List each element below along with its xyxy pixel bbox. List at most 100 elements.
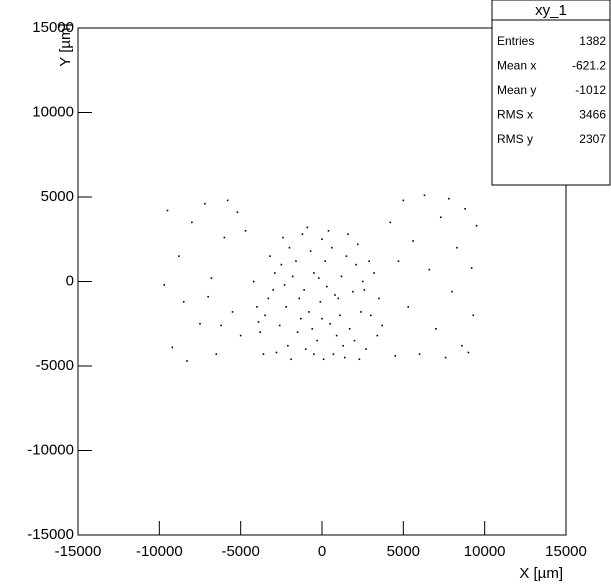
point <box>313 353 315 355</box>
stats-label: RMS x <box>497 108 533 122</box>
y-axis-label: Y [µm] <box>57 23 74 66</box>
point <box>191 221 193 224</box>
point <box>220 324 222 327</box>
point <box>252 280 255 283</box>
point <box>407 306 410 308</box>
point <box>186 360 188 362</box>
point <box>467 351 470 354</box>
point <box>327 230 330 232</box>
point <box>306 226 309 229</box>
y-tick-label: 10000 <box>32 103 74 120</box>
point <box>283 284 286 286</box>
point <box>358 358 361 361</box>
point <box>451 290 453 293</box>
point <box>397 260 400 263</box>
point <box>340 275 343 278</box>
point <box>163 284 166 286</box>
point <box>275 351 278 354</box>
point <box>207 295 209 298</box>
point <box>356 243 359 246</box>
point <box>363 289 366 291</box>
point <box>444 356 447 359</box>
x-tick-label: 0 <box>318 543 326 560</box>
point <box>178 255 180 257</box>
point <box>239 334 242 337</box>
y-tick-label: -10000 <box>27 441 74 458</box>
y-tick-label: -5000 <box>36 357 74 374</box>
point <box>412 240 414 242</box>
x-tick-label: 10000 <box>464 543 506 560</box>
point <box>311 328 314 330</box>
point <box>335 334 338 337</box>
x-tick-label: 15000 <box>545 543 587 560</box>
x-tick-label: -10000 <box>136 543 183 560</box>
x-tick-label: -15000 <box>55 543 102 560</box>
point <box>448 197 450 200</box>
stats-label: RMS y <box>497 132 533 146</box>
point <box>394 355 396 357</box>
stats-label: Mean x <box>497 59 536 73</box>
point <box>353 339 356 342</box>
point <box>321 238 323 241</box>
point <box>337 297 340 300</box>
point <box>355 263 357 266</box>
point <box>402 199 405 202</box>
y-tick-label: 15000 <box>32 19 74 36</box>
point <box>373 272 375 274</box>
point <box>368 260 370 263</box>
point <box>324 260 327 263</box>
point <box>182 300 185 303</box>
point <box>269 255 271 257</box>
point <box>272 289 274 291</box>
point <box>290 358 292 361</box>
point <box>321 317 323 320</box>
point <box>300 317 302 320</box>
stats-value: 2307 <box>579 132 606 146</box>
x-axis-label: X [µm] <box>519 565 563 582</box>
point <box>309 250 312 252</box>
point <box>334 294 336 296</box>
point <box>256 306 258 308</box>
point <box>475 224 478 227</box>
point <box>370 314 372 317</box>
point <box>291 275 294 278</box>
point <box>343 356 346 359</box>
point <box>461 344 463 347</box>
point <box>347 233 349 235</box>
point <box>316 339 318 342</box>
point <box>259 331 261 333</box>
point <box>171 346 174 349</box>
point <box>317 277 320 279</box>
point <box>301 233 304 235</box>
point <box>267 297 270 300</box>
point <box>464 208 466 210</box>
point <box>308 311 310 313</box>
point <box>278 324 281 327</box>
point <box>332 353 335 355</box>
point <box>204 202 206 205</box>
point <box>339 314 341 317</box>
point <box>329 322 331 325</box>
stats-value: 1382 <box>579 34 606 48</box>
stats-label: Mean y <box>497 83 536 97</box>
point <box>352 290 354 293</box>
y-tick-label: -15000 <box>27 526 74 543</box>
stats-title: xy_1 <box>535 2 567 19</box>
point <box>244 230 247 232</box>
point <box>378 297 380 300</box>
point <box>435 328 437 330</box>
point <box>298 297 301 300</box>
point <box>296 331 299 333</box>
point <box>361 280 364 283</box>
point <box>439 216 442 219</box>
point <box>236 211 239 214</box>
y-tick-label: 5000 <box>41 188 74 205</box>
point <box>264 314 266 317</box>
stats-label: Entries <box>497 34 534 48</box>
stats-value: 3466 <box>579 108 606 122</box>
point <box>470 267 473 269</box>
point <box>231 311 234 313</box>
point <box>342 344 344 347</box>
